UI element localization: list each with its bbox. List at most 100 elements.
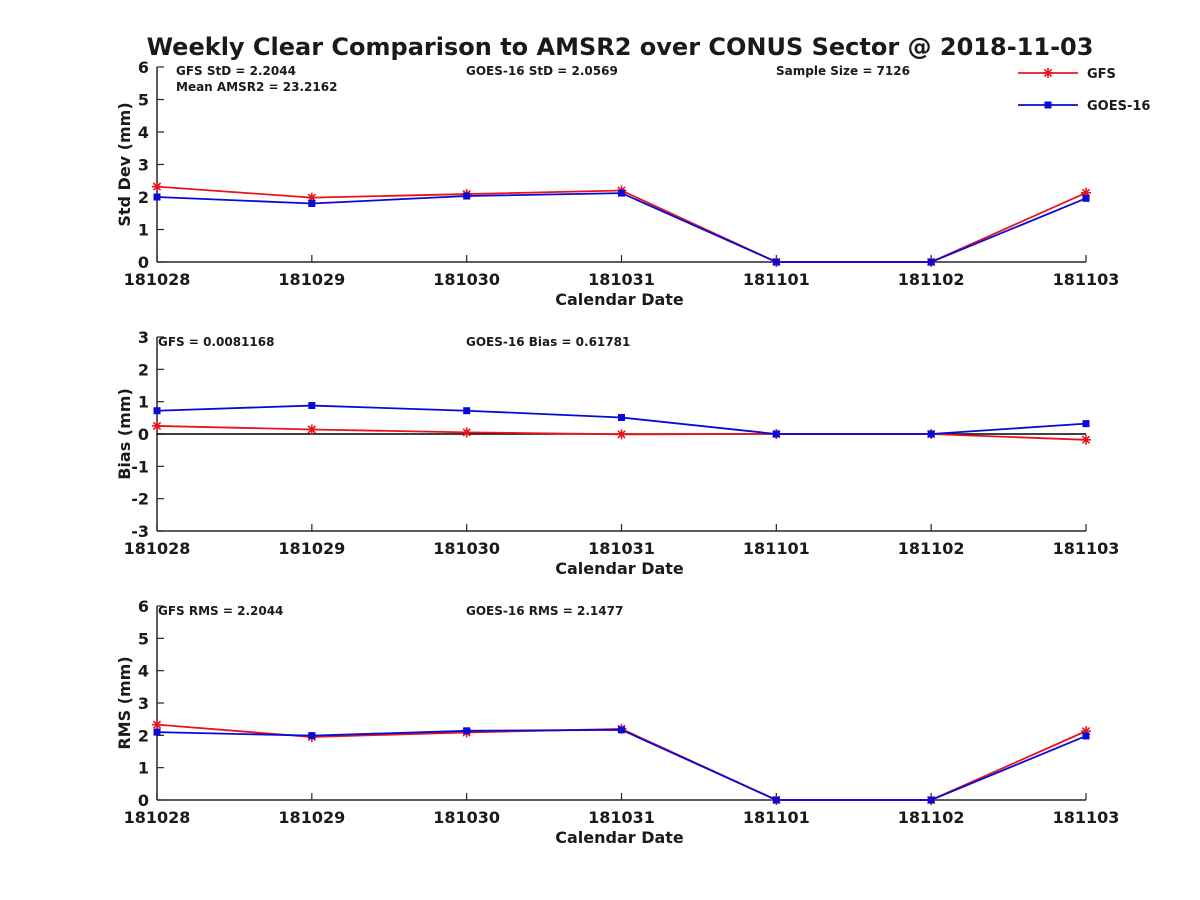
gfs-point	[616, 429, 627, 440]
goes16-point	[927, 796, 935, 804]
x-tick-label: 181029	[278, 539, 345, 558]
series-line	[156, 728, 1087, 801]
x-tick-label: 181103	[1053, 808, 1120, 827]
x-tick-label: 181029	[278, 270, 345, 289]
x-tick-label: 181103	[1053, 539, 1120, 558]
annotation: GOES-16 Bias = 0.61781	[466, 335, 630, 349]
gfs-point	[152, 181, 162, 192]
y-tick-label: 3	[138, 694, 149, 713]
goes16-point	[153, 407, 161, 415]
panel-3: 0 1 2 3 4 5 6 181028 181029 181030 181031 181101 181…	[115, 597, 1119, 847]
y-axis-label: Bias (mm)	[115, 388, 134, 480]
y-tick-label: 5	[138, 91, 149, 110]
goes16-point	[772, 258, 780, 266]
series-goes-16	[153, 189, 1090, 266]
x-tick-label: 181030	[433, 539, 500, 558]
x-tick-label: 181028	[124, 808, 191, 827]
goes16-point	[463, 407, 471, 415]
x-axis-label: Calendar Date	[555, 290, 684, 309]
y-tick-label: 1	[138, 759, 149, 778]
goes16-point	[1082, 420, 1090, 428]
goes16-point	[618, 189, 625, 197]
y-tick-label: 2	[138, 360, 149, 379]
y-tick-label: -3	[131, 522, 149, 541]
x-tick-label: 181031	[588, 539, 655, 558]
series-goes-16	[153, 726, 1090, 804]
annotation: GOES-16 RMS = 2.1477	[466, 604, 623, 618]
legend-item: GOES-16	[1018, 99, 1150, 114]
legend: GFS GOES-16	[1018, 67, 1150, 114]
series-goes-16	[153, 402, 1090, 438]
goes16-point	[772, 796, 780, 804]
panels: 0 1 2 3 4 5 6 181028 181029 181030 181031 181101 181…	[115, 58, 1119, 847]
y-tick-label: 5	[138, 629, 149, 648]
legend-label: GFS	[1087, 67, 1116, 82]
goes16-point	[618, 414, 625, 422]
x-tick-label: 181101	[743, 270, 810, 289]
gfs-point-stroke-3	[152, 720, 162, 729]
gfs-point	[306, 424, 317, 435]
goes16-point	[308, 732, 316, 740]
legend-marker	[1043, 68, 1053, 78]
gfs-point	[1081, 434, 1091, 445]
goes16-point	[772, 430, 780, 438]
panel-1: 0 1 2 3 4 5 6 181028 181029 181030 181031 181101 181…	[115, 58, 1119, 309]
y-axis-label: RMS (mm)	[115, 656, 134, 749]
legend-marker	[1044, 101, 1052, 109]
y-tick-label: -2	[131, 490, 149, 509]
y-tick-label: 0	[138, 253, 149, 272]
gfs-point-stroke-3	[617, 430, 626, 439]
gfs-point	[152, 420, 162, 431]
x-tick-label: 181102	[898, 270, 965, 289]
gfs-point	[461, 427, 472, 438]
y-tick-label: 2	[138, 726, 149, 745]
y-tick-label: 0	[138, 425, 149, 444]
gfs-point-stroke-3	[307, 425, 316, 434]
goes16-point	[1082, 732, 1090, 740]
goes16-point	[308, 402, 316, 410]
goes16-point	[153, 728, 161, 736]
y-tick-label: 6	[138, 58, 149, 77]
goes16-point	[618, 726, 625, 734]
series-line	[156, 192, 1087, 263]
y-tick-label: 3	[138, 156, 149, 175]
goes16-point	[927, 430, 935, 438]
x-tick-label: 181101	[743, 808, 810, 827]
goes16-point	[153, 193, 161, 201]
y-tick-label: 2	[138, 188, 149, 207]
x-axis-label: Calendar Date	[555, 559, 684, 578]
series-line	[156, 185, 1087, 263]
legend-marker-stroke-3	[1043, 68, 1053, 78]
gfs-point-stroke-3	[1081, 435, 1091, 444]
annotation: GOES-16 StD = 2.0569	[466, 64, 618, 78]
y-tick-label: -1	[131, 457, 149, 476]
goes16-point	[308, 200, 316, 207]
gfs-point	[152, 719, 162, 730]
annotation: Mean AMSR2 = 23.2162	[176, 80, 337, 94]
x-tick-label: 181030	[433, 808, 500, 827]
y-tick-label: 4	[138, 662, 149, 681]
x-tick-label: 181031	[588, 270, 655, 289]
goes16-point	[463, 192, 471, 200]
annotation: Sample Size = 7126	[776, 64, 910, 78]
y-tick-label: 4	[138, 123, 149, 142]
x-tick-label: 181031	[588, 808, 655, 827]
gfs-point-stroke-3	[152, 421, 162, 431]
x-tick-label: 181030	[433, 270, 500, 289]
y-tick-label: 1	[138, 393, 149, 412]
gfs-point-stroke-3	[152, 182, 162, 191]
x-tick-label: 181029	[278, 808, 345, 827]
x-tick-label: 181028	[124, 539, 191, 558]
y-tick-label: 3	[138, 328, 149, 347]
x-axis-label: Calendar Date	[555, 828, 684, 847]
y-axis-label: Std Dev (mm)	[115, 102, 134, 226]
y-tick-label: 6	[138, 597, 149, 616]
legend-label: GOES-16	[1087, 99, 1150, 114]
annotation: GFS StD = 2.2044	[176, 64, 296, 78]
annotation: GFS RMS = 2.2044	[158, 604, 283, 618]
annotation: GFS = 0.0081168	[158, 335, 274, 349]
x-tick-label: 181102	[898, 808, 965, 827]
gfs-point-stroke-3	[462, 428, 471, 437]
panel-2: -3 -2 -1 0 1 2 3 181028 181029 181030 181031 181101…	[115, 328, 1119, 578]
